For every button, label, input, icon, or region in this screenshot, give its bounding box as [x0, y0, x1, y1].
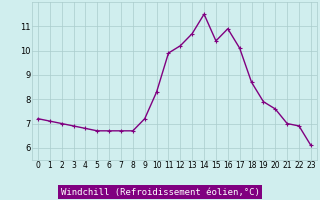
- Text: Windchill (Refroidissement éolien,°C): Windchill (Refroidissement éolien,°C): [60, 188, 260, 196]
